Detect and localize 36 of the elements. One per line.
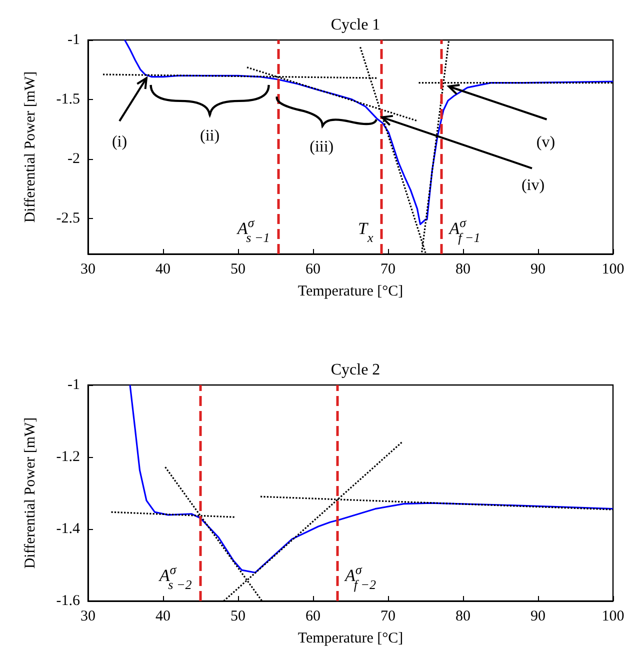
annotation: (iv) [521,176,545,194]
annotation: (i) [112,134,128,151]
x-tick-label: 30 [80,608,96,624]
x-tick-label: 90 [530,262,546,278]
y-tick-label: -1.4 [56,521,80,537]
x-tick-label: 70 [380,608,396,624]
x-tick-label: 100 [602,608,624,624]
y-tick-label: -2 [68,150,80,167]
y-tick-label: -1.6 [56,593,80,609]
y-axis-title: Differential Power [mW] [22,71,38,223]
y-tick-label: -1 [68,32,80,48]
annotation: (iii) [310,138,334,156]
x-tick-label: 50 [230,262,246,278]
x-tick-label: 60 [306,608,320,624]
y-tick-label: -1.5 [56,91,80,108]
x-axis-title: Temperature [°C] [298,630,404,646]
annotation: (v) [536,134,556,152]
x-tick-label: 40 [156,608,170,624]
x-tick-label: 50 [230,608,246,624]
ref-line-label: T$_{x}$ [358,219,374,244]
x-tick-label: 60 [306,262,320,278]
x-tick-label: 100 [602,262,624,278]
y-tick-label: -2.5 [56,210,80,226]
x-tick-label: 80 [456,608,470,624]
x-tick-label: 80 [456,262,470,278]
y-tick-label: -1 [68,377,80,393]
chart-title: Cycle 2 [330,362,380,378]
x-tick-label: 90 [530,608,546,624]
x-tick-label: 40 [156,262,170,278]
annotation: (ii) [200,128,220,145]
chart-title: Cycle 1 [330,16,380,34]
x-tick-label: 70 [380,262,396,278]
y-axis-title: Differential Power [mW] [22,417,38,569]
x-axis-title: Temperature [°C] [298,284,404,300]
x-tick-label: 30 [80,262,96,278]
y-tick-label: -1.2 [56,449,80,465]
